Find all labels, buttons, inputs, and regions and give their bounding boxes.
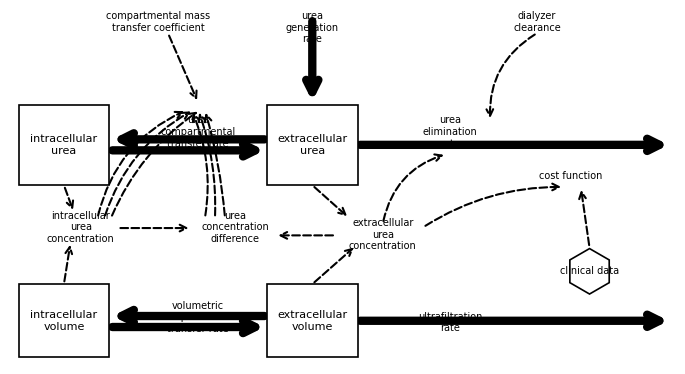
FancyBboxPatch shape bbox=[267, 105, 358, 185]
Text: extracellular
urea
concentration: extracellular urea concentration bbox=[349, 218, 416, 251]
Text: intracellular
urea
concentration: intracellular urea concentration bbox=[47, 211, 114, 244]
Text: volumetric
compartmental
transfer rate: volumetric compartmental transfer rate bbox=[160, 301, 236, 334]
Text: dialyzer
clearance: dialyzer clearance bbox=[513, 11, 561, 33]
Text: intracellular
volume: intracellular volume bbox=[30, 310, 97, 332]
FancyBboxPatch shape bbox=[18, 284, 109, 358]
Text: extracellular
urea: extracellular urea bbox=[277, 134, 347, 156]
FancyBboxPatch shape bbox=[267, 284, 358, 358]
Text: ultrafiltration
rate: ultrafiltration rate bbox=[418, 312, 482, 333]
Text: cost function: cost function bbox=[539, 171, 602, 181]
Text: intracellular
urea: intracellular urea bbox=[30, 134, 97, 156]
Text: urea
elimination
rate: urea elimination rate bbox=[423, 116, 477, 148]
Text: urea
generation
rate: urea generation rate bbox=[286, 11, 339, 44]
Text: extracellular
volume: extracellular volume bbox=[277, 310, 347, 332]
Text: urea
compartmental
transfer rate: urea compartmental transfer rate bbox=[160, 116, 236, 148]
Text: clinical data: clinical data bbox=[560, 266, 619, 276]
Text: urea
concentration
difference: urea concentration difference bbox=[201, 211, 269, 244]
Polygon shape bbox=[570, 249, 609, 294]
Text: compartmental mass
transfer coefficient: compartmental mass transfer coefficient bbox=[105, 11, 210, 33]
FancyBboxPatch shape bbox=[18, 105, 109, 185]
